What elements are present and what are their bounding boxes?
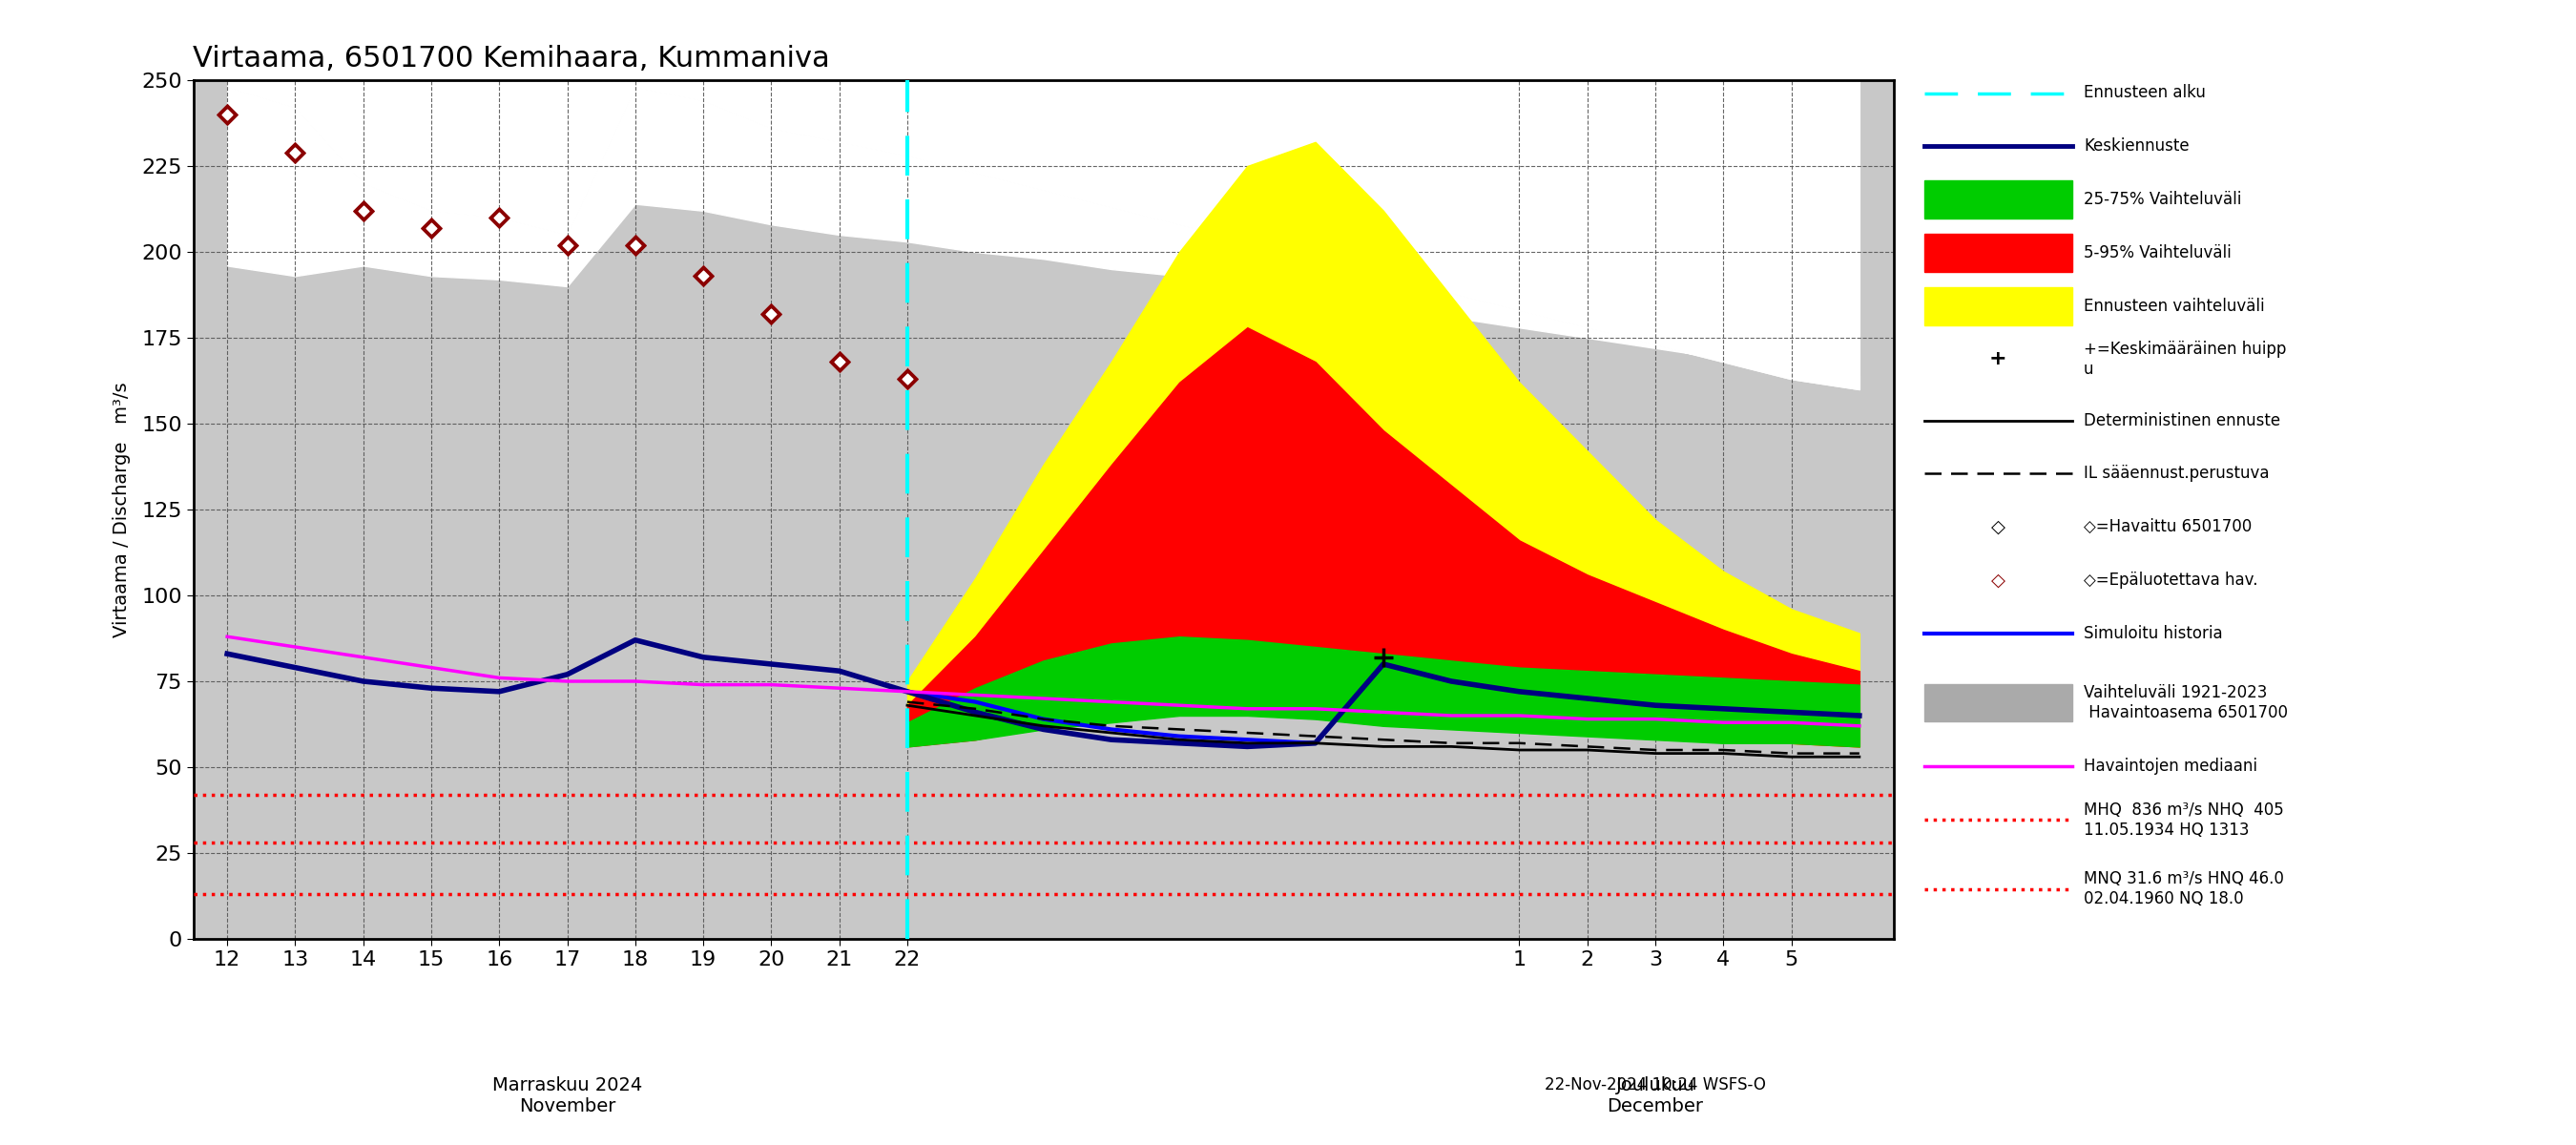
- Bar: [1924, 181, 2071, 219]
- Point: [546, 236, 587, 254]
- Y-axis label: Virtaama / Discharge   m³/s: Virtaama / Discharge m³/s: [113, 381, 131, 638]
- Point: [276, 143, 317, 161]
- Bar: [1924, 287, 2071, 325]
- Text: Deterministinen ennuste: Deterministinen ennuste: [2084, 412, 2280, 429]
- Point: [410, 219, 451, 237]
- Point: [343, 202, 384, 220]
- Point: [616, 236, 657, 254]
- Bar: [1924, 684, 2071, 721]
- Point: [206, 105, 247, 124]
- Point: [410, 219, 451, 237]
- Text: ◇: ◇: [1991, 518, 2004, 536]
- Text: Simuloitu historia: Simuloitu historia: [2084, 625, 2223, 642]
- Text: MNQ 31.6 m³/s HNQ 46.0
02.04.1960 NQ 18.0: MNQ 31.6 m³/s HNQ 46.0 02.04.1960 NQ 18.…: [2084, 870, 2285, 908]
- Text: ◇=Havaittu 6501700: ◇=Havaittu 6501700: [2084, 519, 2251, 536]
- Text: Virtaama, 6501700 Kemihaara, Kummaniva: Virtaama, 6501700 Kemihaara, Kummaniva: [193, 45, 829, 72]
- Text: Havaintojen mediaani: Havaintojen mediaani: [2084, 758, 2257, 775]
- Text: +=Keskimääräinen huipp
u: +=Keskimääräinen huipp u: [2084, 341, 2287, 378]
- Text: Vaihteluväli 1921-2023
 Havaintoasema 6501700: Vaihteluväli 1921-2023 Havaintoasema 650…: [2084, 685, 2287, 721]
- Point: [276, 143, 317, 161]
- Bar: [1924, 234, 2071, 271]
- Point: [750, 305, 791, 323]
- Text: Ennusteen vaihteluväli: Ennusteen vaihteluväli: [2084, 298, 2264, 315]
- Point: [546, 236, 587, 254]
- Point: [683, 267, 724, 285]
- Text: IL sääennust.perustuva: IL sääennust.perustuva: [2084, 465, 2269, 482]
- Text: Keskiennuste: Keskiennuste: [2084, 137, 2190, 155]
- Text: ◇: ◇: [1991, 571, 2004, 590]
- Point: [819, 353, 860, 371]
- Text: Joulukuu
December: Joulukuu December: [1607, 1076, 1703, 1115]
- Point: [616, 236, 657, 254]
- Text: 25-75% Vaihteluväli: 25-75% Vaihteluväli: [2084, 191, 2241, 208]
- Point: [750, 305, 791, 323]
- Point: [479, 208, 520, 227]
- Point: [343, 202, 384, 220]
- Text: +: +: [1989, 349, 2007, 369]
- Text: 5-95% Vaihteluväli: 5-95% Vaihteluväli: [2084, 244, 2231, 261]
- Text: Ennusteen alku: Ennusteen alku: [2084, 85, 2205, 102]
- Point: [886, 370, 927, 388]
- Text: MHQ  836 m³/s NHQ  405
11.05.1934 HQ 1313: MHQ 836 m³/s NHQ 405 11.05.1934 HQ 1313: [2084, 802, 2285, 838]
- Point: [206, 105, 247, 124]
- Point: [819, 353, 860, 371]
- Point: [479, 208, 520, 227]
- Text: ◇=Epäluotettava hav.: ◇=Epäluotettava hav.: [2084, 571, 2259, 589]
- Point: [683, 267, 724, 285]
- Text: Marraskuu 2024
November: Marraskuu 2024 November: [492, 1076, 641, 1115]
- Text: 22-Nov-2024 10:24 WSFS-O: 22-Nov-2024 10:24 WSFS-O: [1546, 1076, 1767, 1093]
- Point: [886, 370, 927, 388]
